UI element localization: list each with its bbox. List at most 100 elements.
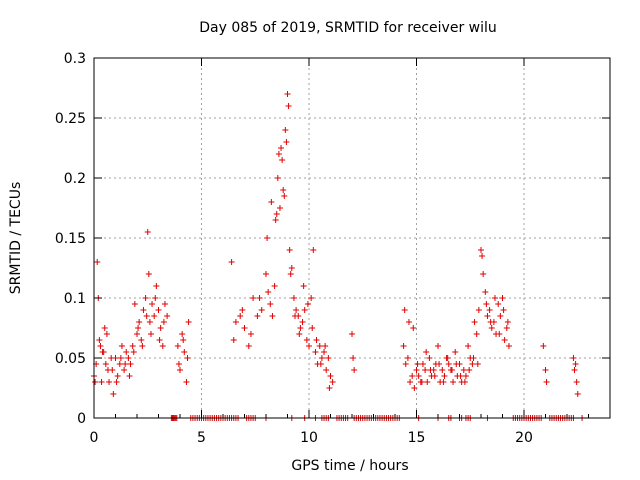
data-point xyxy=(97,343,104,349)
data-point xyxy=(482,289,489,295)
data-point xyxy=(134,331,140,337)
data-point xyxy=(303,337,310,343)
data-point xyxy=(405,319,412,325)
data-point xyxy=(462,373,469,379)
data-point xyxy=(475,307,482,313)
data-point xyxy=(123,349,130,355)
data-point xyxy=(102,361,109,367)
data-point xyxy=(410,325,417,331)
data-point xyxy=(426,355,433,361)
data-point xyxy=(264,235,271,241)
data-point xyxy=(112,355,119,361)
data-point xyxy=(296,331,303,337)
data-point xyxy=(450,379,457,385)
data-point xyxy=(299,319,306,325)
data-point xyxy=(321,349,328,355)
y-tick-label: 0.1 xyxy=(64,291,86,307)
data-point xyxy=(96,337,103,343)
data-point xyxy=(300,283,307,289)
data-point xyxy=(326,385,333,391)
data-point xyxy=(301,307,308,313)
data-point xyxy=(570,355,577,361)
data-point xyxy=(402,361,409,367)
y-tick-label: 0.3 xyxy=(64,51,86,67)
data-point xyxy=(312,349,319,355)
data-point xyxy=(136,319,143,325)
x-tick-label: 15 xyxy=(408,430,426,446)
data-point xyxy=(304,301,311,307)
data-point xyxy=(448,367,455,373)
data-point xyxy=(94,259,101,265)
data-point xyxy=(254,313,261,319)
data-point xyxy=(419,361,426,367)
data-point xyxy=(179,331,186,337)
data-point xyxy=(181,349,188,355)
x-tick-label: 0 xyxy=(90,430,99,446)
data-point xyxy=(135,325,142,331)
data-point xyxy=(308,295,315,301)
data-point xyxy=(327,373,334,379)
data-point xyxy=(106,379,113,385)
data-point xyxy=(269,313,276,319)
data-point xyxy=(263,271,269,277)
data-point xyxy=(143,313,150,319)
data-point xyxy=(297,325,304,331)
data-point xyxy=(284,91,291,97)
data-point xyxy=(151,313,158,319)
data-point xyxy=(423,349,430,355)
data-point xyxy=(228,259,235,265)
data-point xyxy=(278,145,285,151)
data-point xyxy=(146,319,153,325)
data-point xyxy=(488,325,495,331)
data-point xyxy=(280,187,287,193)
y-tick-label: 0 xyxy=(77,411,86,427)
data-point xyxy=(159,343,166,349)
data-point xyxy=(499,295,506,301)
data-point xyxy=(258,307,265,313)
data-point xyxy=(479,253,486,259)
data-point xyxy=(309,325,316,331)
data-point xyxy=(110,391,117,397)
data-point xyxy=(543,379,550,385)
data-point xyxy=(149,301,156,307)
data-point xyxy=(486,307,493,313)
data-point xyxy=(103,331,110,337)
data-point xyxy=(424,379,431,385)
data-point xyxy=(175,361,182,367)
data-point xyxy=(122,361,129,367)
data-point xyxy=(114,373,121,379)
data-point xyxy=(497,313,504,319)
data-point xyxy=(350,355,357,361)
data-point xyxy=(185,319,192,325)
data-point xyxy=(174,343,181,349)
data-point xyxy=(542,367,549,373)
data-point xyxy=(496,331,503,337)
data-point xyxy=(157,325,164,331)
data-point xyxy=(98,379,105,385)
data-point xyxy=(427,367,434,373)
data-point xyxy=(444,355,451,361)
data-point xyxy=(155,307,162,313)
data-point xyxy=(411,385,418,391)
data-point xyxy=(282,127,289,133)
data-point xyxy=(239,307,246,313)
data-point xyxy=(160,319,167,325)
data-point xyxy=(100,349,107,355)
data-point xyxy=(271,283,278,289)
data-point xyxy=(183,379,190,385)
y-axis-label: SRMTID / TECUs xyxy=(8,182,24,295)
data-point xyxy=(445,361,452,367)
data-point xyxy=(491,295,498,301)
data-point xyxy=(268,199,275,205)
data-point xyxy=(250,295,257,301)
data-point xyxy=(152,295,159,301)
data-point xyxy=(101,325,108,331)
data-point xyxy=(325,355,332,361)
data-point xyxy=(116,361,123,367)
x-tick-label: 10 xyxy=(300,430,318,446)
data-point xyxy=(142,295,149,301)
data-point xyxy=(140,307,147,313)
data-point xyxy=(349,331,355,337)
data-point xyxy=(245,343,252,349)
data-point xyxy=(274,175,281,181)
